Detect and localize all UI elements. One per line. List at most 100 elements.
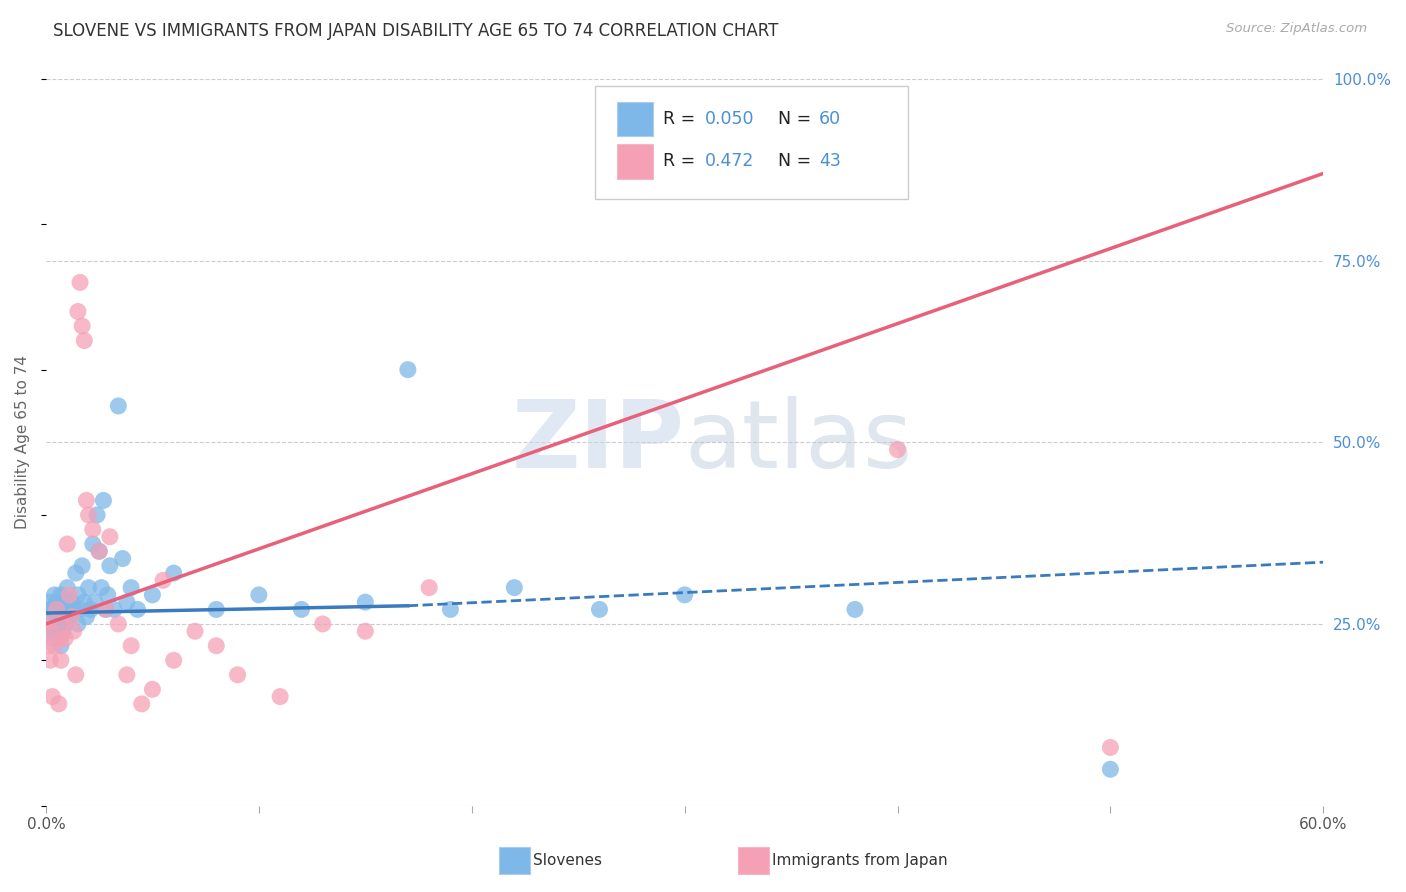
Text: 0.050: 0.050 xyxy=(704,110,755,128)
Point xyxy=(58,609,80,624)
Point xyxy=(37,616,59,631)
Point xyxy=(84,595,107,609)
Point xyxy=(44,588,66,602)
Text: SLOVENE VS IMMIGRANTS FROM JAPAN DISABILITY AGE 65 TO 74 CORRELATION CHART: SLOVENE VS IMMIGRANTS FROM JAPAN DISABIL… xyxy=(53,22,779,40)
Point xyxy=(354,624,377,639)
Point xyxy=(41,632,63,646)
Point xyxy=(73,595,96,609)
Point xyxy=(107,399,129,413)
Text: N =: N = xyxy=(778,110,817,128)
Point xyxy=(673,588,696,602)
Point xyxy=(56,537,79,551)
Point xyxy=(52,609,75,624)
Point xyxy=(39,616,62,631)
Point xyxy=(70,319,93,334)
Point xyxy=(98,530,121,544)
Point xyxy=(115,668,138,682)
Point xyxy=(69,602,91,616)
Point xyxy=(77,508,100,522)
Point xyxy=(45,595,67,609)
Point xyxy=(269,690,291,704)
Point xyxy=(62,602,84,616)
Point xyxy=(141,588,163,602)
Point xyxy=(503,581,526,595)
Point xyxy=(396,362,419,376)
Point xyxy=(120,639,142,653)
Point xyxy=(52,616,75,631)
Point xyxy=(1099,740,1122,755)
Point xyxy=(886,442,908,457)
Point xyxy=(163,653,186,667)
Text: Slovenes: Slovenes xyxy=(533,854,602,868)
Bar xyxy=(617,102,652,136)
Point xyxy=(79,602,101,616)
Point xyxy=(312,616,335,631)
Text: 60: 60 xyxy=(818,110,841,128)
Point xyxy=(69,276,91,290)
Point xyxy=(290,602,312,616)
Point xyxy=(82,537,104,551)
Point xyxy=(89,544,111,558)
Point xyxy=(163,566,186,580)
Point xyxy=(49,632,72,646)
Point xyxy=(107,616,129,631)
Point xyxy=(41,690,63,704)
Point xyxy=(56,581,79,595)
Point xyxy=(152,574,174,588)
Point xyxy=(844,602,866,616)
Point xyxy=(65,668,87,682)
Point xyxy=(94,602,117,616)
Point xyxy=(73,334,96,348)
Point xyxy=(115,595,138,609)
Point xyxy=(60,609,83,624)
Point xyxy=(90,581,112,595)
Point xyxy=(111,551,134,566)
Point xyxy=(53,595,76,609)
Point xyxy=(45,602,67,616)
Point xyxy=(75,609,97,624)
Point xyxy=(62,624,84,639)
Point xyxy=(39,653,62,667)
Point xyxy=(75,493,97,508)
Point xyxy=(53,616,76,631)
Point xyxy=(77,581,100,595)
Text: N =: N = xyxy=(778,153,817,170)
Text: Immigrants from Japan: Immigrants from Japan xyxy=(772,854,948,868)
Point xyxy=(418,581,440,595)
Point xyxy=(205,639,228,653)
Point xyxy=(247,588,270,602)
Point xyxy=(60,595,83,609)
Point xyxy=(226,668,249,682)
FancyBboxPatch shape xyxy=(595,87,908,199)
Point xyxy=(354,595,377,609)
Point xyxy=(97,588,120,602)
Point xyxy=(131,697,153,711)
Text: 43: 43 xyxy=(818,153,841,170)
Point xyxy=(93,493,115,508)
Point xyxy=(37,602,59,616)
Point xyxy=(65,566,87,580)
Point xyxy=(49,653,72,667)
Point xyxy=(39,595,62,609)
Point xyxy=(184,624,207,639)
Point xyxy=(588,602,610,616)
Point xyxy=(48,602,70,616)
Text: R =: R = xyxy=(662,153,700,170)
Point xyxy=(52,624,75,639)
Point xyxy=(58,588,80,602)
Point xyxy=(94,602,117,616)
Point xyxy=(49,639,72,653)
Point xyxy=(66,588,89,602)
Point xyxy=(141,682,163,697)
Point xyxy=(89,544,111,558)
Bar xyxy=(617,144,652,178)
Point xyxy=(37,609,59,624)
Point xyxy=(103,602,125,616)
Point xyxy=(120,581,142,595)
Point xyxy=(86,508,108,522)
Point xyxy=(82,523,104,537)
Point xyxy=(66,304,89,318)
Text: ZIP: ZIP xyxy=(512,396,685,488)
Point xyxy=(41,602,63,616)
Point xyxy=(56,602,79,616)
